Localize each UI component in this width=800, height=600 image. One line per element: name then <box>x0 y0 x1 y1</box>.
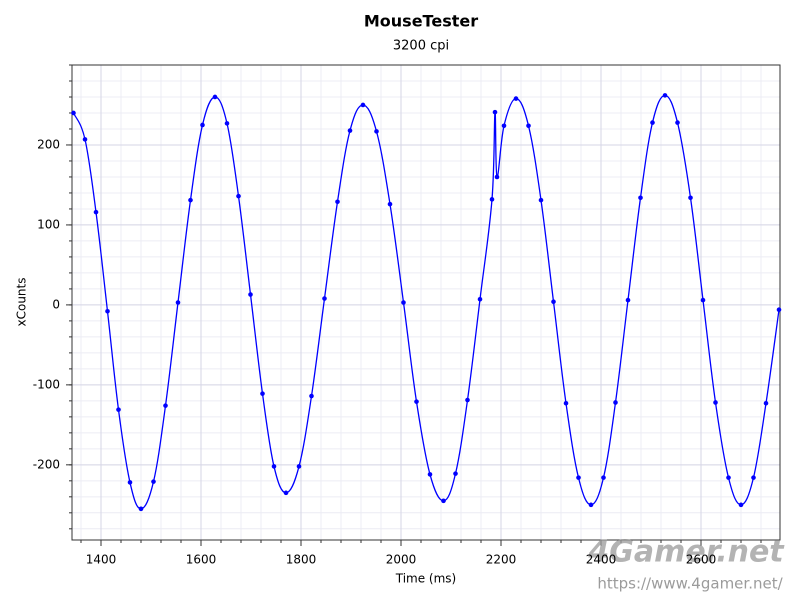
data-point <box>360 102 366 108</box>
data-point <box>151 479 156 484</box>
x-tick-label: 1600 <box>186 553 217 567</box>
data-point <box>387 201 393 207</box>
data-point <box>638 195 643 201</box>
data-point <box>401 300 406 305</box>
y-tick-label: 0 <box>52 297 60 311</box>
data-point <box>427 472 433 477</box>
x-tick-label: 2000 <box>386 553 417 567</box>
x-tick-label: 2600 <box>686 553 717 567</box>
data-point <box>713 400 718 405</box>
data-point <box>309 393 314 399</box>
data-point <box>726 475 731 480</box>
x-tick-label: 1800 <box>286 553 317 567</box>
chart-subtitle: 3200 cpi <box>393 39 449 54</box>
data-point <box>776 307 782 312</box>
plot-frame <box>71 64 781 541</box>
y-tick-label: -200 <box>33 457 60 471</box>
data-point <box>175 300 181 305</box>
y-tick-label: 100 <box>37 217 60 231</box>
data-point <box>271 464 277 469</box>
data-point <box>477 297 483 302</box>
chart-title: MouseTester <box>364 12 478 31</box>
data-point <box>576 475 581 480</box>
data-point <box>688 195 693 201</box>
data-point <box>453 471 458 476</box>
x-tick-label: 1400 <box>86 553 117 567</box>
data-point <box>347 128 353 133</box>
data-point <box>625 297 631 303</box>
data-point <box>501 123 507 129</box>
data-point <box>93 209 99 215</box>
y-tick-label: -100 <box>33 377 60 391</box>
data-point <box>465 397 470 403</box>
x-tick-label: 2200 <box>486 553 517 567</box>
data-point <box>601 475 606 480</box>
data-point <box>700 297 706 303</box>
watermark-brand: 4Gamer.net <box>587 535 785 570</box>
data-point <box>551 299 556 305</box>
data-point <box>127 480 133 485</box>
data-point <box>116 407 121 412</box>
data-point <box>248 292 253 297</box>
data-point <box>374 129 379 134</box>
watermark-url: https://www.4gamer.net/ <box>597 575 783 593</box>
data-point <box>738 502 744 508</box>
data-point <box>492 109 498 115</box>
data-point <box>588 502 594 508</box>
data-point <box>105 308 110 314</box>
data-point <box>763 400 769 406</box>
data-point <box>494 174 500 180</box>
data-point <box>200 122 205 128</box>
y-tick-label: 200 <box>37 137 60 151</box>
data-point <box>82 137 88 142</box>
data-point <box>650 120 655 125</box>
data-point <box>489 197 495 202</box>
data-point <box>751 475 756 480</box>
grid <box>66 64 780 546</box>
data-point <box>526 123 531 129</box>
data-point <box>212 94 218 100</box>
data-point <box>296 464 302 469</box>
data-point <box>224 121 230 126</box>
data-point <box>322 296 327 301</box>
data-point <box>513 96 519 101</box>
data-point <box>163 403 168 408</box>
data-point <box>563 400 569 406</box>
y-axis-label: xCounts <box>15 278 29 327</box>
data-point <box>236 193 241 199</box>
data-point <box>188 197 193 203</box>
data-point <box>613 400 618 405</box>
x-tick-label: 2400 <box>586 553 617 567</box>
data-point <box>335 199 340 205</box>
data-point <box>441 498 446 504</box>
data-point <box>71 110 76 116</box>
data-point <box>538 197 544 203</box>
data-point <box>675 120 680 125</box>
data-point <box>662 93 668 98</box>
x-axis-label: Time (ms) <box>395 572 457 586</box>
data-point <box>414 399 419 404</box>
data-point <box>138 506 144 512</box>
data-point <box>260 391 265 396</box>
data-point <box>283 490 289 496</box>
series <box>71 93 782 512</box>
